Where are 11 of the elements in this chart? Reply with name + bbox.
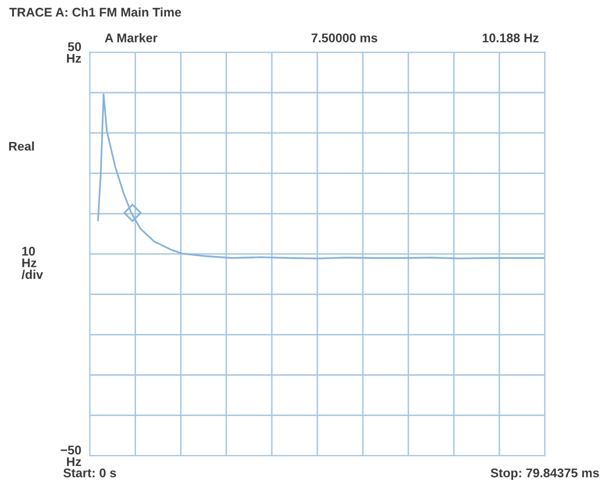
y-axis-title: Real [9,141,34,151]
text: 10 Hz /div [22,246,44,280]
text: A Marker [104,33,158,42]
x-tick-label: Stop: 79.84375 ms [490,468,599,480]
line-series [97,93,545,260]
y-tick-label: 50 Hz [67,42,82,63]
chart-title: TRACE A: Ch1 FM Main Time [9,7,182,17]
text: 10.188 Hz [482,34,538,42]
text: 7.50000 ms [312,34,378,42]
y-tick-label: −50 Hz [60,446,82,466]
x-tick-label: Start: 0 s [63,468,116,478]
